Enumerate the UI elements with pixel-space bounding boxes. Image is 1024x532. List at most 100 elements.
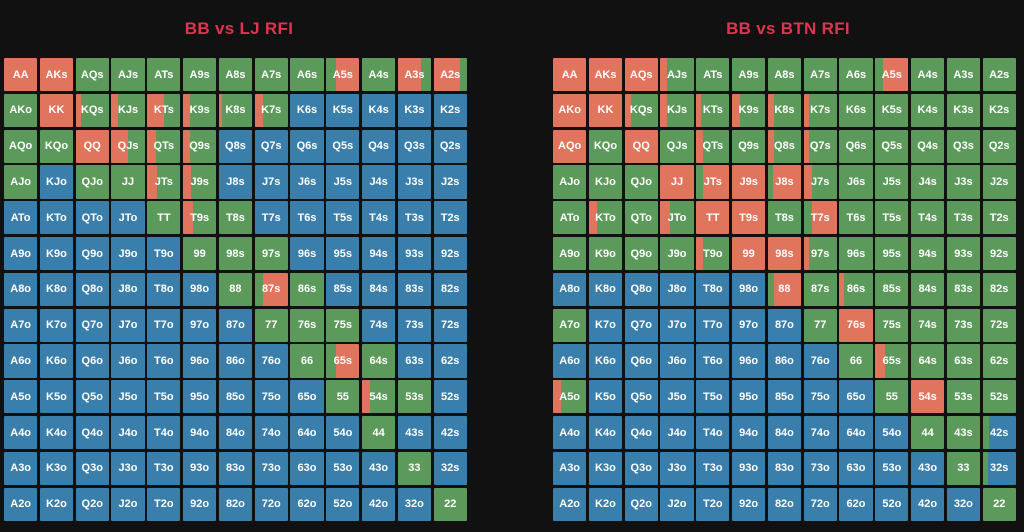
hand-label: 64o — [846, 426, 866, 439]
hand-label: K2o — [595, 498, 616, 511]
hand-cell-J8o: J8o — [660, 272, 694, 307]
hand-cell-97o: 97o — [731, 308, 766, 342]
hand-cell-ATo: ATo — [553, 201, 587, 235]
hand-label: K3s — [404, 104, 425, 117]
hand-cell-T9o: T9o — [147, 236, 181, 271]
hand-cell-A6o: A6o — [553, 344, 587, 378]
hand-label: 44 — [921, 426, 934, 439]
hand-label: 52o — [333, 498, 353, 511]
frequency-fill — [361, 380, 371, 414]
hand-cell-KQs: KQs — [624, 93, 658, 128]
hand-label: 96s — [297, 247, 317, 260]
hand-cell-K8s: K8s — [218, 93, 253, 128]
hand-cell-32s: 32s — [982, 451, 1016, 486]
hand-cell-KJo: KJo — [588, 165, 623, 199]
hand-cell-KQo: KQo — [39, 129, 74, 163]
hand-cell-66: 66 — [290, 344, 324, 378]
hand-label: 33 — [957, 462, 970, 475]
hand-cell-A3o: A3o — [553, 451, 587, 486]
hand-cell-53s: 53s — [397, 380, 432, 414]
hand-label: J7s — [811, 176, 830, 189]
hand-cell-T8o: T8o — [696, 272, 730, 307]
hand-cell-43o: 43o — [910, 451, 945, 486]
hand-label: KQs — [80, 104, 104, 117]
hand-cell-98o: 98o — [731, 272, 766, 307]
hand-label: T5o — [703, 390, 723, 403]
hand-label: K5s — [332, 104, 353, 117]
hand-cell-T3s: T3s — [946, 201, 981, 235]
hand-cell-JTs: JTs — [696, 165, 730, 199]
hand-label: A9s — [738, 68, 759, 81]
hand-cell-K9o: K9o — [39, 236, 74, 271]
hand-cell-KK: KK — [39, 93, 74, 128]
frequency-fill — [696, 165, 703, 199]
frequency-fill — [182, 93, 190, 128]
hand-cell-83o: 83o — [218, 451, 253, 486]
frequency-fill — [696, 93, 702, 128]
hand-label: 86s — [297, 283, 317, 296]
hand-cell-84s: 84s — [910, 272, 945, 307]
hand-cell-K4s: K4s — [910, 93, 945, 128]
hand-cell-KTo: KTo — [39, 201, 74, 235]
hand-cell-Q6s: Q6s — [839, 129, 873, 163]
hand-label: 53s — [405, 390, 424, 403]
hand-cell-62o: 62o — [290, 487, 324, 521]
hand-cell-94o: 94o — [731, 415, 766, 450]
hand-cell-ATs: ATs — [147, 58, 181, 92]
hand-label: AJo — [10, 176, 32, 189]
hand-label: T8s — [225, 211, 245, 224]
frequency-fill — [75, 93, 81, 128]
hand-label: 95s — [882, 247, 901, 260]
hand-label: J5s — [333, 176, 352, 189]
hand-cell-QJs: QJs — [660, 129, 694, 163]
hand-label: J9s — [190, 176, 209, 189]
hand-cell-86o: 86o — [767, 344, 802, 378]
hand-cell-64s: 64s — [910, 344, 945, 378]
hand-label: A3s — [953, 68, 974, 81]
hand-cell-42o: 42o — [361, 487, 396, 521]
hand-label: K9o — [46, 247, 67, 260]
hand-label: 53o — [882, 462, 902, 475]
hand-cell-A3s: A3s — [946, 58, 981, 92]
hand-label: K7s — [810, 104, 831, 117]
hand-label: 97s — [811, 247, 830, 260]
hand-cell-TT: TT — [696, 201, 730, 235]
hand-label: 72o — [261, 498, 281, 511]
frequency-fill — [696, 236, 703, 271]
hand-cell-85o: 85o — [218, 380, 253, 414]
hand-label: Q6s — [296, 140, 318, 153]
hand-cell-J2o: J2o — [660, 487, 694, 521]
hand-cell-44: 44 — [361, 415, 396, 450]
hand-label: J9o — [667, 247, 687, 260]
hand-cell-T8o: T8o — [147, 272, 181, 307]
hand-label: K7o — [595, 319, 616, 332]
hand-label: J8s — [226, 176, 245, 189]
hand-label: Q7o — [81, 319, 103, 332]
hand-label: 43o — [918, 462, 938, 475]
hand-cell-T2o: T2o — [696, 487, 730, 521]
hand-cell-75o: 75o — [803, 380, 837, 414]
hand-label: K6o — [595, 355, 616, 368]
hand-label: KTs — [153, 104, 174, 117]
hand-cell-Q3s: Q3s — [397, 129, 432, 163]
hand-label: A4o — [559, 426, 581, 439]
hand-cell-J3o: J3o — [111, 451, 145, 486]
hand-cell-T9s: T9s — [731, 201, 766, 235]
hand-cell-Q2s: Q2s — [982, 129, 1016, 163]
hand-label: 52s — [441, 390, 460, 403]
range-chart-bb-vs-btn: BB vs BTN RFI AA AKs AQs AJs ATs A9s A8s A7s A6s… — [553, 0, 1023, 521]
hand-label: QTs — [702, 140, 724, 153]
hand-label: 22 — [993, 498, 1006, 511]
hand-label: Q8s — [774, 140, 795, 153]
frequency-fill — [982, 451, 988, 486]
hand-label: K8s — [774, 104, 795, 117]
hand-label: T9o — [154, 247, 174, 260]
hand-cell-65o: 65o — [839, 380, 873, 414]
hand-label: QJo — [630, 176, 652, 189]
hand-cell-76s: 76s — [839, 308, 873, 342]
hand-label: 77 — [265, 319, 278, 332]
hand-label: K4s — [368, 104, 389, 117]
hand-label: 98o — [190, 283, 210, 296]
hand-label: J5s — [882, 176, 901, 189]
hand-cell-QTs: QTs — [696, 129, 730, 163]
